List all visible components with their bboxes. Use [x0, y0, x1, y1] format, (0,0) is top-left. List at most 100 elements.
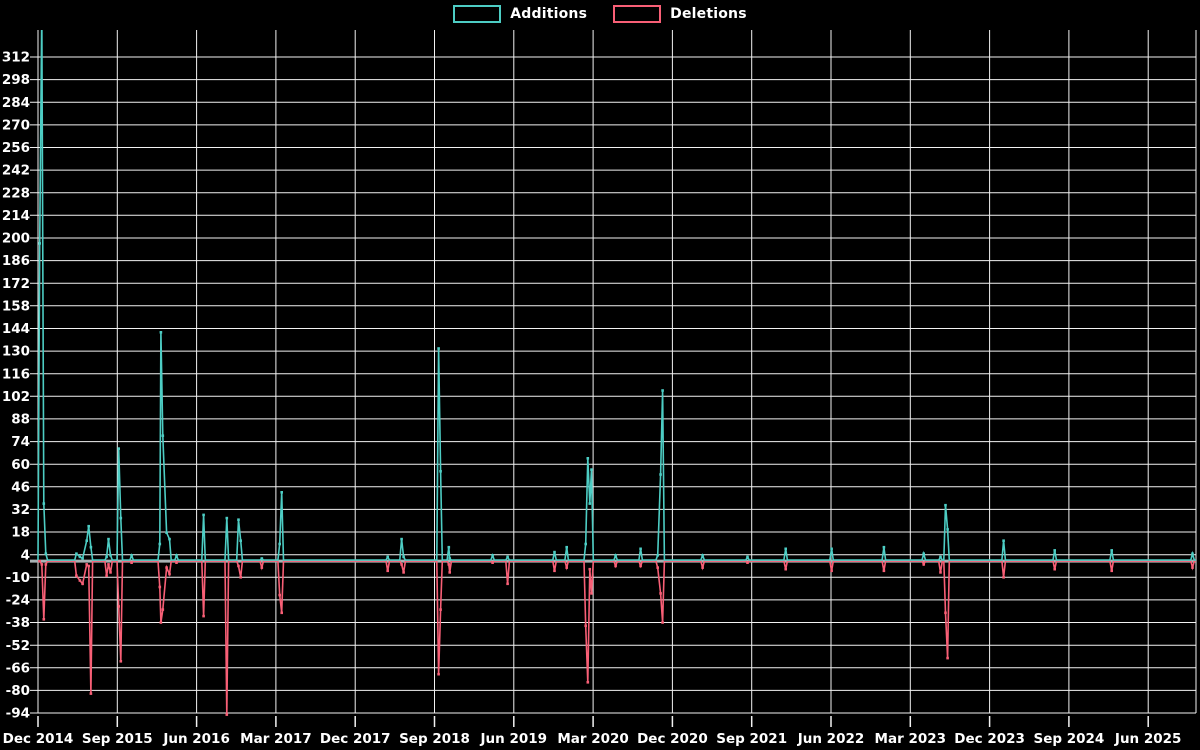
- additions-point-marker: [402, 555, 405, 559]
- deletions-point-marker: [506, 582, 509, 586]
- additions-point-marker: [661, 389, 664, 392]
- additions-point-marker: [165, 531, 168, 534]
- y-tick-label: -38: [6, 615, 30, 631]
- additions-point-marker: [239, 539, 242, 542]
- deletions-point-marker: [1110, 569, 1113, 573]
- deletions-point-marker: [882, 569, 886, 573]
- deletions-point-marker: [158, 585, 162, 589]
- y-tick-label: 60: [11, 457, 30, 473]
- deletions-point-marker: [584, 624, 587, 628]
- deletions-point-marker: [280, 611, 283, 615]
- additions-point-marker: [386, 555, 389, 559]
- y-tick-label: 144: [2, 321, 30, 337]
- y-tick-label: 186: [2, 253, 30, 269]
- x-tick-label: Dec 2020: [637, 731, 708, 747]
- y-tick-label: 172: [2, 276, 30, 292]
- y-tick-label: -10: [6, 570, 30, 586]
- additions-point-marker: [175, 554, 178, 557]
- additions-point-marker: [590, 468, 593, 471]
- additions-point-marker: [565, 545, 568, 549]
- deletions-point-marker: [1191, 566, 1194, 569]
- deletions-point-marker: [946, 656, 949, 660]
- additions-point-marker: [87, 524, 90, 528]
- additions-point-marker: [746, 555, 749, 559]
- y-tick-label: 256: [2, 140, 30, 156]
- additions-point-marker: [882, 545, 886, 549]
- y-tick-label: 284: [2, 95, 30, 111]
- x-tick-label: Jun 2019: [480, 731, 548, 747]
- y-tick-label: -24: [6, 593, 30, 609]
- y-axis-labels: 312 298 284 270 256 242 228 214 200 186 172 158 144 1…: [2, 50, 30, 722]
- additions-point-marker: [109, 554, 112, 557]
- additions-point-marker: [280, 491, 283, 494]
- additions-point-marker: [44, 552, 48, 555]
- y-tick-label: 88: [11, 412, 30, 428]
- deletions-point-marker: [130, 561, 133, 564]
- additions-point-marker: [260, 557, 264, 560]
- deletions-point-marker: [165, 566, 168, 569]
- x-tick-label: Mar 2017: [240, 731, 311, 747]
- deletions-point-marker: [40, 563, 44, 566]
- additions-point-marker: [81, 557, 84, 560]
- deletions-point-marker: [42, 618, 46, 621]
- deletions-point-marker: [448, 571, 451, 574]
- additions-point-marker: [1191, 552, 1194, 555]
- deletions-markers: [38, 559, 1194, 716]
- additions-point-marker: [1002, 539, 1005, 542]
- series-layer: [37, 30, 1196, 716]
- additions-legend-label: Additions: [510, 6, 588, 22]
- x-tick-label: Dec 2017: [320, 731, 391, 747]
- y-tick-label: 200: [2, 231, 30, 247]
- deletions-point-marker: [105, 574, 108, 577]
- additions-point-marker: [922, 552, 925, 555]
- additions-point-marker: [701, 554, 704, 557]
- deletions-swatch: [613, 5, 662, 23]
- additions-point-marker: [400, 537, 403, 541]
- x-tick-label: Sep 2015: [82, 731, 153, 747]
- x-tick-label: Sep 2024: [1033, 731, 1104, 747]
- x-tick-label: Mar 2023: [875, 731, 946, 747]
- additions-point-marker: [42, 502, 46, 505]
- x-tick-label: Jun 2025: [1114, 731, 1182, 747]
- y-tick-label: 214: [2, 208, 30, 224]
- additions-point-marker: [117, 447, 120, 450]
- deletions-point-marker: [639, 564, 642, 568]
- additions-point-marker: [225, 516, 229, 520]
- x-axis-labels: Dec 2014 Sep 2015 Jun 2016 Mar 2017 Dec 2017…: [3, 731, 1182, 747]
- deletions-point-marker: [44, 563, 48, 566]
- additions-point-marker: [553, 550, 556, 554]
- x-tick-label: Mar 2020: [557, 731, 628, 747]
- deletions-point-marker: [75, 574, 78, 577]
- deletions-point-marker: [784, 567, 787, 571]
- deletions-point-marker: [1053, 567, 1056, 571]
- deletions-point-marker: [701, 566, 704, 569]
- additions-point-marker: [588, 502, 592, 505]
- additions-point-marker: [1110, 549, 1113, 552]
- additions-point-marker: [75, 552, 78, 555]
- additions-point-marker: [278, 542, 281, 546]
- y-tick-label: -94: [6, 706, 30, 722]
- additions-point-marker: [448, 557, 451, 560]
- deletions-point-marker: [119, 660, 123, 663]
- x-tick-label: Jun 2022: [797, 731, 865, 747]
- additions-point-marker: [89, 545, 93, 549]
- y-tick-label: 116: [2, 366, 30, 382]
- deletions-point-marker: [590, 592, 593, 595]
- additions-point-marker: [784, 547, 787, 551]
- deletions-point-marker: [944, 611, 947, 615]
- y-tick-label: 102: [2, 389, 30, 405]
- deletions-point-marker: [386, 569, 389, 573]
- y-tick-label: 130: [2, 344, 30, 360]
- y-tick-label: -52: [6, 638, 30, 654]
- additions-point-marker: [437, 347, 440, 350]
- additions-point-marker: [105, 555, 108, 559]
- additions-point-marker: [939, 555, 942, 559]
- deletions-point-marker: [81, 582, 84, 586]
- deletions-point-marker: [400, 563, 403, 566]
- x-tick-label: Sep 2021: [716, 731, 787, 747]
- deletions-point-marker: [447, 563, 451, 566]
- x-tick-label: Sep 2018: [399, 731, 470, 747]
- deletions-point-marker: [107, 563, 110, 566]
- additions-point-marker: [439, 470, 442, 473]
